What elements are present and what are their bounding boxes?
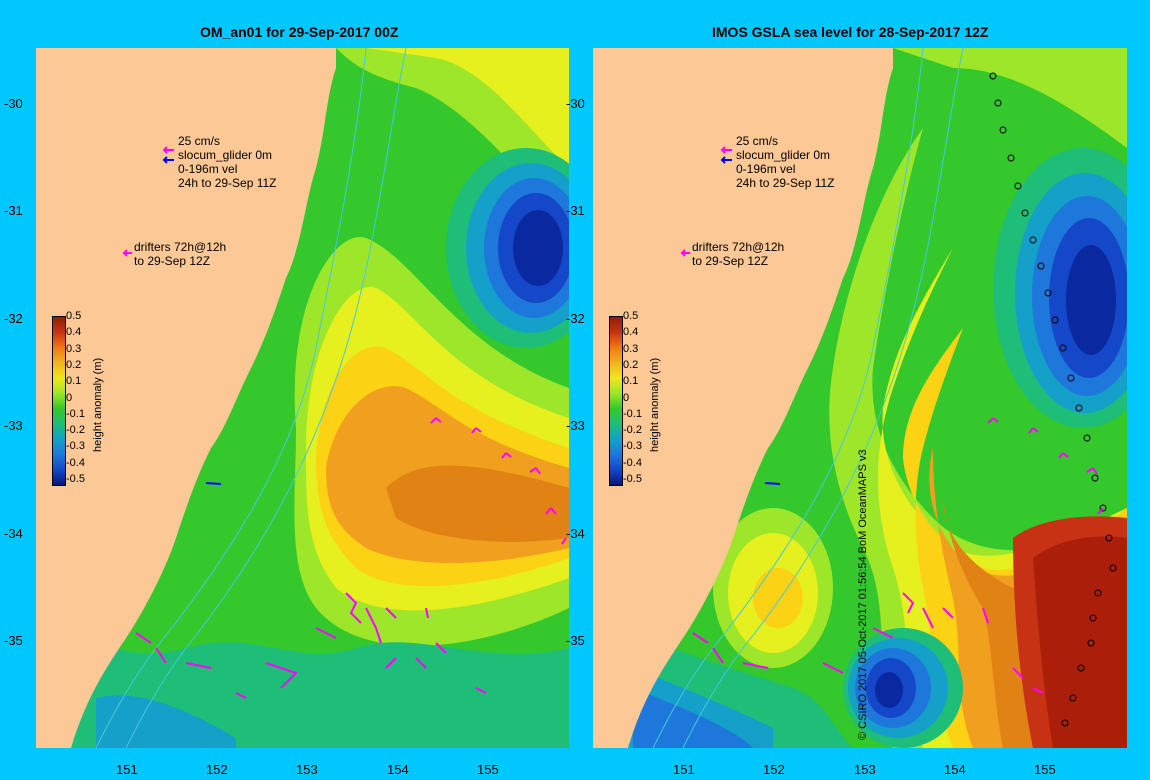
left-y-tick-label: -31 bbox=[4, 203, 23, 218]
right-colorbar-tick: -0.2 bbox=[623, 424, 642, 437]
left-colorbar-tick: 0.3 bbox=[66, 342, 82, 355]
credit-text: © CSIRO 2017 05-Oct-2017 01:56:54 BoM Oc… bbox=[857, 449, 870, 740]
left-colorbar bbox=[52, 316, 66, 486]
left-colorbar-tick: -0.1 bbox=[66, 407, 85, 420]
left-x-tick-label: 154 bbox=[387, 762, 409, 777]
right-x-tick-label: 155 bbox=[1034, 762, 1056, 777]
right-x-tick-label: 153 bbox=[854, 762, 876, 777]
left-y-tick-label: -30 bbox=[4, 96, 23, 111]
left-x-tick-label: 151 bbox=[116, 762, 138, 777]
right-colorbar-tick: 0.5 bbox=[623, 310, 639, 322]
left-legend-vel: 0-196m vel bbox=[178, 162, 238, 176]
left-legend-arrow-icon bbox=[162, 146, 174, 164]
left-legend-glider: slocum_glider 0m bbox=[178, 148, 273, 162]
right-x-tick-label: 152 bbox=[763, 762, 785, 777]
right-map-canvas bbox=[593, 48, 1127, 748]
right-panel-title: IMOS GSLA sea level for 28-Sep-2017 12Z bbox=[712, 24, 989, 40]
left-legend-drifters-date: to 29-Sep 12Z bbox=[134, 254, 211, 268]
left-legend-speed: 25 cm/s bbox=[178, 134, 221, 148]
left-colorbar-tick: -0.4 bbox=[66, 456, 85, 469]
left-legend-drifters: drifters 72h@12h bbox=[134, 240, 227, 254]
right-colorbar-tick: 0 bbox=[623, 391, 630, 404]
left-colorbar-tick: 0.5 bbox=[66, 310, 82, 322]
right-colorbar-tick: -0.3 bbox=[623, 440, 642, 453]
left-map[interactable] bbox=[36, 48, 569, 748]
left-colorbar-tick: 0 bbox=[66, 391, 73, 404]
left-colorbar-tick: 0.2 bbox=[66, 358, 82, 371]
right-y-tick-label: -34 bbox=[566, 526, 585, 541]
right-colorbar-tick: -0.4 bbox=[623, 456, 642, 469]
right-y-tick-label: -35 bbox=[566, 633, 585, 648]
left-x-tick-label: 153 bbox=[296, 762, 318, 777]
right-legend-arrow-icon bbox=[720, 146, 732, 164]
left-colorbar-tick: -0.3 bbox=[66, 440, 85, 453]
right-colorbar-tick: 0.1 bbox=[623, 375, 639, 388]
right-legend-vel: 0-196m vel bbox=[736, 162, 796, 176]
left-drifter-arrow-icon bbox=[122, 249, 132, 257]
left-y-tick-label: -35 bbox=[4, 633, 23, 648]
left-colorbar-tick: -0.2 bbox=[66, 424, 85, 437]
right-colorbar-tick: 0.2 bbox=[623, 358, 639, 371]
right-legend-drifters-date: to 29-Sep 12Z bbox=[692, 254, 769, 268]
right-legend-glider: slocum_glider 0m bbox=[736, 148, 831, 162]
left-colorbar-title: height anomaly (m) bbox=[92, 357, 104, 452]
right-colorbar-tick: 0.4 bbox=[623, 326, 639, 339]
right-colorbar bbox=[609, 316, 623, 486]
right-colorbar-tick: 0.3 bbox=[623, 342, 639, 355]
right-x-tick-label: 154 bbox=[944, 762, 966, 777]
right-map[interactable] bbox=[593, 48, 1127, 748]
left-colorbar-tick: 0.1 bbox=[66, 375, 82, 388]
right-legend-period: 24h to 29-Sep 11Z bbox=[736, 176, 835, 190]
left-y-tick-label: -32 bbox=[4, 311, 23, 326]
right-colorbar-tick: -0.5 bbox=[623, 473, 642, 485]
right-colorbar-title: height anomaly (m) bbox=[649, 357, 661, 452]
right-drifter-arrow-icon bbox=[680, 249, 690, 257]
right-legend-speed: 25 cm/s bbox=[736, 134, 779, 148]
left-colorbar-tick: 0.4 bbox=[66, 326, 82, 339]
left-legend-period: 24h to 29-Sep 11Z bbox=[178, 176, 277, 190]
right-colorbar-tick: -0.1 bbox=[623, 407, 642, 420]
left-panel-title: OM_an01 for 29-Sep-2017 00Z bbox=[200, 24, 399, 40]
right-legend-drifters: drifters 72h@12h bbox=[692, 240, 785, 254]
right-x-tick-label: 151 bbox=[673, 762, 695, 777]
left-x-tick-label: 152 bbox=[206, 762, 228, 777]
left-colorbar-tick: -0.5 bbox=[66, 473, 85, 485]
left-y-tick-label: -34 bbox=[4, 526, 23, 541]
right-y-tick-label: -33 bbox=[566, 418, 585, 433]
right-y-tick-label: -32 bbox=[566, 311, 585, 326]
left-x-tick-label: 155 bbox=[477, 762, 499, 777]
left-y-tick-label: -33 bbox=[4, 418, 23, 433]
left-map-canvas bbox=[36, 48, 569, 748]
right-y-tick-label: -31 bbox=[566, 203, 585, 218]
right-y-tick-label: -30 bbox=[566, 96, 585, 111]
